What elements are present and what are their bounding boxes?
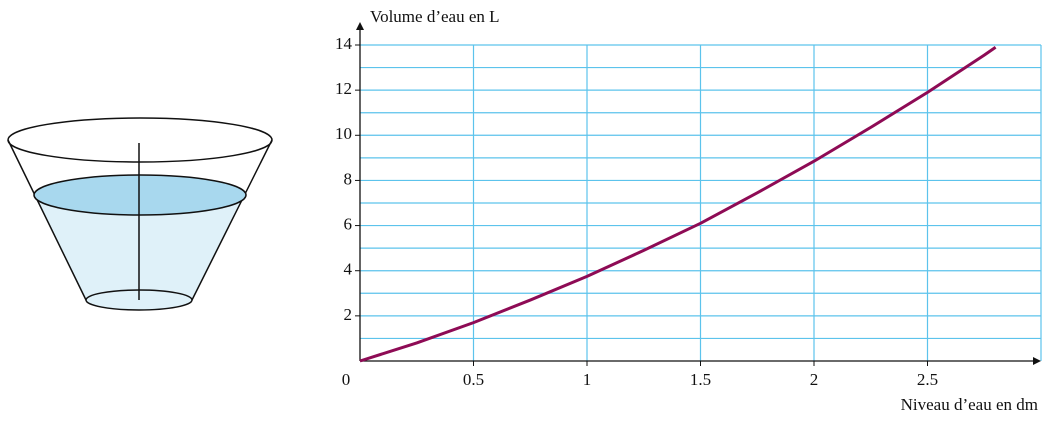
x-tick-label: 1 bbox=[583, 370, 592, 389]
x-tick-label: 0.5 bbox=[463, 370, 484, 389]
y-tick-label: 8 bbox=[344, 169, 353, 188]
cone-diagram bbox=[8, 118, 272, 310]
x-axis-title: Niveau d’eau en dm bbox=[901, 395, 1038, 414]
y-axis-arrow bbox=[356, 22, 364, 30]
x-tick-label: 2.5 bbox=[917, 370, 938, 389]
y-tick-label: 14 bbox=[335, 34, 353, 53]
x-tick-label: 2 bbox=[810, 370, 819, 389]
x-tick-label: 0 bbox=[342, 370, 351, 389]
chart: Volume d’eau en L Niveau d’eau en dm 2 4 6… bbox=[0, 0, 1043, 419]
x-axis-arrow bbox=[1033, 357, 1041, 365]
y-tick-label: 10 bbox=[335, 124, 352, 143]
y-tick-label: 12 bbox=[335, 79, 352, 98]
curve bbox=[360, 47, 996, 361]
y-tick-label: 4 bbox=[344, 260, 353, 279]
y-tick-label: 2 bbox=[344, 305, 353, 324]
y-tick-label: 6 bbox=[344, 214, 353, 233]
x-tick-label: 1.5 bbox=[690, 370, 711, 389]
y-axis-title: Volume d’eau en L bbox=[370, 7, 500, 26]
